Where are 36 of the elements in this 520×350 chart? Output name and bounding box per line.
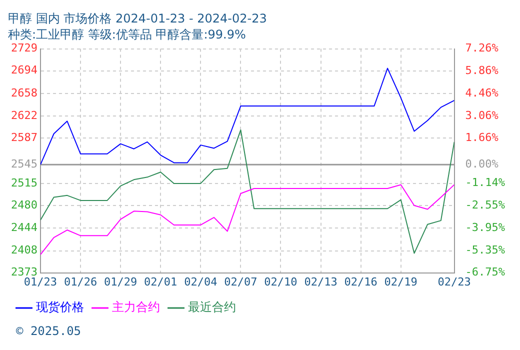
y-tick-label: 2587 [10, 131, 38, 144]
y2-tick-label: -2.55% [465, 198, 506, 212]
y2-tick-label: 3.06% [465, 108, 499, 122]
y2-tick-label: -3.95% [465, 220, 506, 234]
y-tick-label: 2444 [10, 220, 38, 234]
legend-label: 现货价格 [36, 300, 84, 314]
y2-tick-label: 1.66% [465, 131, 499, 144]
x-tick-label: 02/13 [304, 275, 338, 288]
x-tick-label: 02/04 [184, 275, 218, 288]
x-tick-label: 02/19 [384, 275, 418, 288]
y-tick-label: 2408 [10, 244, 38, 257]
x-tick-label: 02/16 [344, 275, 378, 288]
x-tick-label: 02/07 [224, 275, 258, 288]
y2-tick-label: 0.00% [465, 158, 499, 171]
y-tick-label: 2515 [10, 176, 38, 190]
y-tick-label: 2694 [10, 64, 38, 77]
chart-title: 甲醇 国内 市场价格 2024-01-23 - 2024-02-23 [8, 11, 267, 26]
y2-tick-label: 5.86% [465, 64, 499, 78]
x-tick-label: 02/10 [264, 275, 298, 288]
y-tick-label: 2658 [10, 86, 38, 100]
y2-tick-label: 7.26% [465, 42, 499, 55]
y-tick-label: 2545 [10, 157, 38, 170]
legend-label: 最近合约 [188, 300, 236, 314]
chart-subtitle: 种类:工业甲醇 等级:优等品 甲醇含量:99.9% [8, 28, 246, 42]
x-tick-label: 02/01 [144, 275, 178, 288]
y2-tick-label: -5.35% [465, 243, 506, 256]
x-tick-label: 02/23 [438, 275, 471, 288]
y2-tick-label: 4.46% [465, 86, 499, 100]
x-tick-label: 01/26 [64, 275, 98, 288]
y2-tick-label: -1.14% [465, 176, 506, 189]
y-tick-label: 2480 [10, 198, 38, 212]
y-tick-label: 2729 [10, 42, 38, 55]
text: © 2025.05 [16, 324, 82, 338]
x-tick-label: 01/29 [104, 275, 138, 288]
y-tick-label: 2622 [10, 108, 38, 122]
legend-label: 主力合约 [112, 300, 160, 314]
